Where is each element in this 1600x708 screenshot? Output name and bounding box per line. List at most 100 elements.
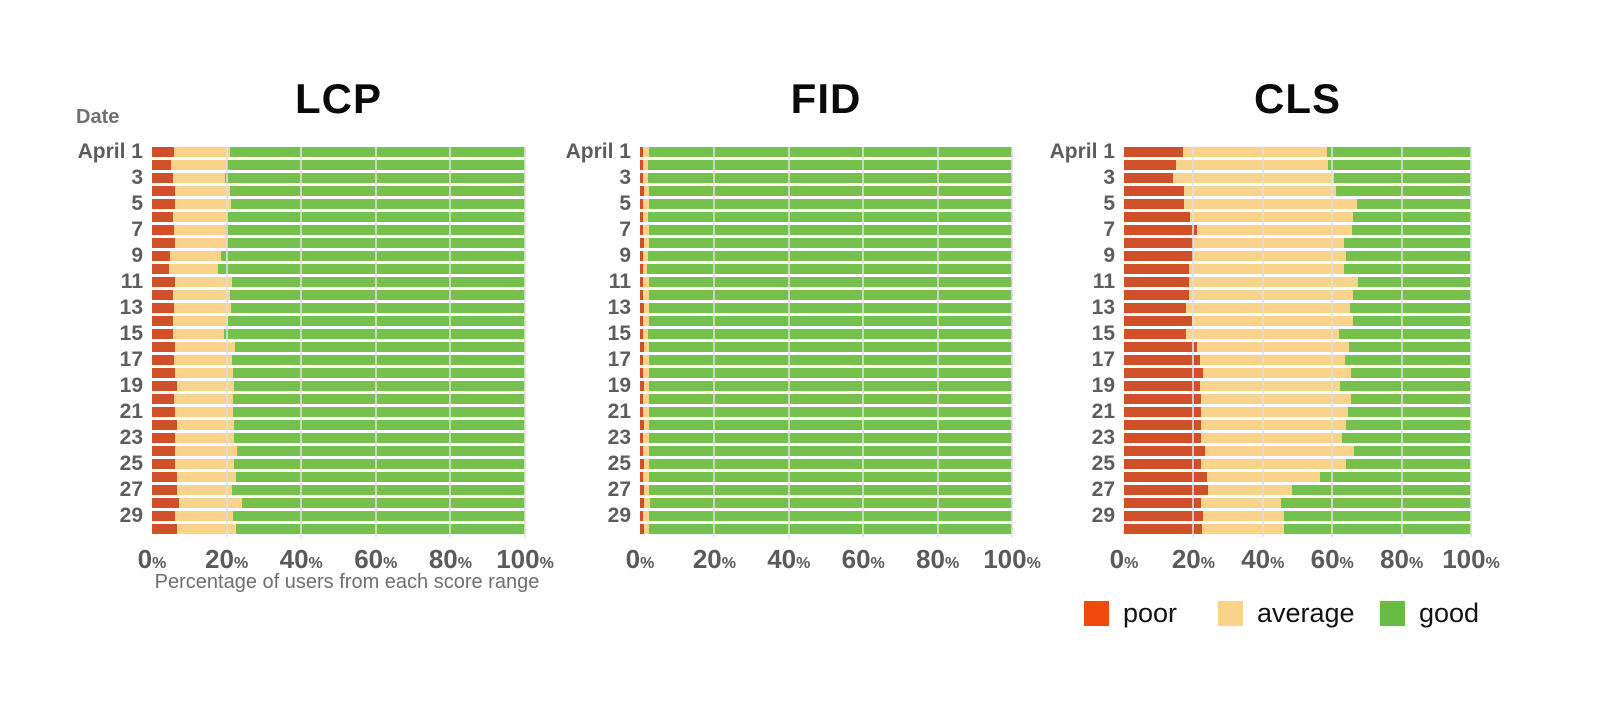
bar-segment-average bbox=[174, 147, 230, 157]
bar-segment-poor bbox=[640, 407, 644, 417]
bar-segment-good bbox=[233, 394, 525, 404]
bar-segment-poor bbox=[640, 485, 644, 495]
legend-swatch-poor bbox=[1084, 601, 1109, 626]
bar-segment-good bbox=[649, 186, 1012, 196]
bar-segment-good bbox=[234, 381, 525, 391]
bar-segment-good bbox=[1346, 420, 1471, 430]
bar-segment-good bbox=[224, 329, 525, 339]
bar-row bbox=[640, 342, 1012, 352]
bar-segment-poor bbox=[152, 251, 170, 261]
x-axis-tick-label: 100% bbox=[983, 544, 1041, 574]
bar-segment-average bbox=[643, 329, 649, 339]
bar-segment-average bbox=[1202, 368, 1351, 378]
y-axis-label: 27 bbox=[607, 478, 631, 501]
y-axis-label: 15 bbox=[607, 322, 631, 345]
bar-segment-good bbox=[649, 459, 1012, 469]
bar-segment-poor bbox=[1124, 160, 1177, 170]
bar-segment-poor bbox=[640, 381, 644, 391]
bar-segment-good bbox=[648, 199, 1012, 209]
bar-segment-average bbox=[1200, 433, 1343, 443]
bar-segment-good bbox=[1328, 160, 1471, 170]
bar-segment-poor bbox=[640, 511, 644, 521]
bar-row bbox=[1124, 394, 1471, 404]
bar-segment-poor bbox=[152, 459, 176, 469]
bar-segment-good bbox=[1320, 472, 1471, 482]
chart-cls: CLS April 1 3 5 7 9 11 13 15 17 19 21 23 25 27 29 0% 20%… bbox=[1050, 75, 1500, 574]
bar-row bbox=[1124, 290, 1471, 300]
bar-segment-poor bbox=[1124, 394, 1202, 404]
bar-segment-average bbox=[169, 264, 218, 274]
bar-segment-good bbox=[648, 355, 1012, 365]
bar-segment-good bbox=[1348, 342, 1471, 352]
bar-segment-average bbox=[642, 251, 648, 261]
bar-row bbox=[1124, 433, 1471, 443]
x-axis-tick-label: 20% bbox=[692, 544, 736, 574]
y-axis-label: 9 bbox=[131, 244, 143, 267]
bar-segment-poor bbox=[1124, 199, 1185, 209]
bar-segment-good bbox=[236, 472, 525, 482]
bar-segment-average bbox=[643, 524, 650, 534]
bar-segment-good bbox=[1350, 394, 1471, 404]
bar-segment-good bbox=[648, 433, 1012, 443]
bar-segment-good bbox=[647, 212, 1012, 222]
bar-row bbox=[640, 225, 1012, 235]
bar-row bbox=[1124, 316, 1471, 326]
gridline bbox=[1470, 147, 1472, 537]
bar-row bbox=[1124, 173, 1471, 183]
bar-segment-poor bbox=[152, 147, 174, 157]
bar-segment-poor bbox=[640, 212, 643, 222]
y-axis-label: 17 bbox=[119, 348, 143, 371]
bar-segment-poor bbox=[1124, 446, 1205, 456]
y-axis-label: 11 bbox=[1092, 270, 1115, 293]
x-axis-tick-label: 0% bbox=[625, 544, 655, 574]
x-axis-tick-label: 60% bbox=[354, 544, 398, 574]
bar-segment-average bbox=[1189, 277, 1358, 287]
bar-segment-poor bbox=[1124, 433, 1201, 443]
bar-segment-average bbox=[174, 368, 233, 378]
bar-row bbox=[1124, 277, 1471, 287]
bar-segment-average bbox=[643, 277, 649, 287]
bar-row bbox=[1124, 147, 1471, 157]
x-axis-tick-label: 60% bbox=[841, 544, 885, 574]
bar-segment-poor bbox=[1124, 472, 1207, 482]
bar-segment-good bbox=[231, 277, 525, 287]
bar-segment-poor bbox=[640, 225, 644, 235]
bar-segment-good bbox=[649, 303, 1012, 313]
bar-row bbox=[640, 446, 1012, 456]
y-axis-label: 23 bbox=[607, 426, 631, 449]
bar-segment-average bbox=[644, 498, 651, 508]
bar-segment-average bbox=[1200, 459, 1347, 469]
bar-segment-poor bbox=[1124, 407, 1201, 417]
bar-row bbox=[640, 147, 1012, 157]
bar-segment-average bbox=[174, 433, 235, 443]
bar-segment-poor bbox=[152, 225, 174, 235]
bar-segment-poor bbox=[640, 368, 644, 378]
bar-row bbox=[640, 186, 1012, 196]
bar-row bbox=[640, 511, 1012, 521]
bar-segment-poor bbox=[152, 420, 177, 430]
bar-segment-average bbox=[173, 329, 225, 339]
bar-segment-poor bbox=[152, 199, 175, 209]
y-axis-label: 5 bbox=[131, 192, 143, 215]
bar-segment-average bbox=[643, 303, 650, 313]
bar-segment-poor bbox=[640, 472, 644, 482]
bar-segment-average bbox=[176, 381, 235, 391]
bar-row bbox=[1124, 251, 1471, 261]
bar-segment-good bbox=[647, 251, 1012, 261]
bar-segment-poor bbox=[640, 329, 644, 339]
bar-segment-poor bbox=[152, 485, 177, 495]
bar-segment-average bbox=[171, 160, 227, 170]
bar-segment-good bbox=[1343, 238, 1471, 248]
bar-segment-average bbox=[1189, 264, 1344, 274]
bar-row bbox=[152, 316, 525, 326]
bar-segment-average bbox=[1184, 199, 1358, 209]
bar-segment-average bbox=[176, 524, 236, 534]
bar-segment-poor bbox=[640, 342, 644, 352]
x-axis-tick-label: 80% bbox=[916, 544, 960, 574]
bar-segment-poor bbox=[152, 524, 177, 534]
bar-segment-poor bbox=[1124, 368, 1203, 378]
bar-row bbox=[640, 524, 1012, 534]
bar-segment-good bbox=[649, 420, 1012, 430]
bar-segment-good bbox=[1292, 485, 1471, 495]
bar-segment-poor bbox=[640, 316, 644, 326]
